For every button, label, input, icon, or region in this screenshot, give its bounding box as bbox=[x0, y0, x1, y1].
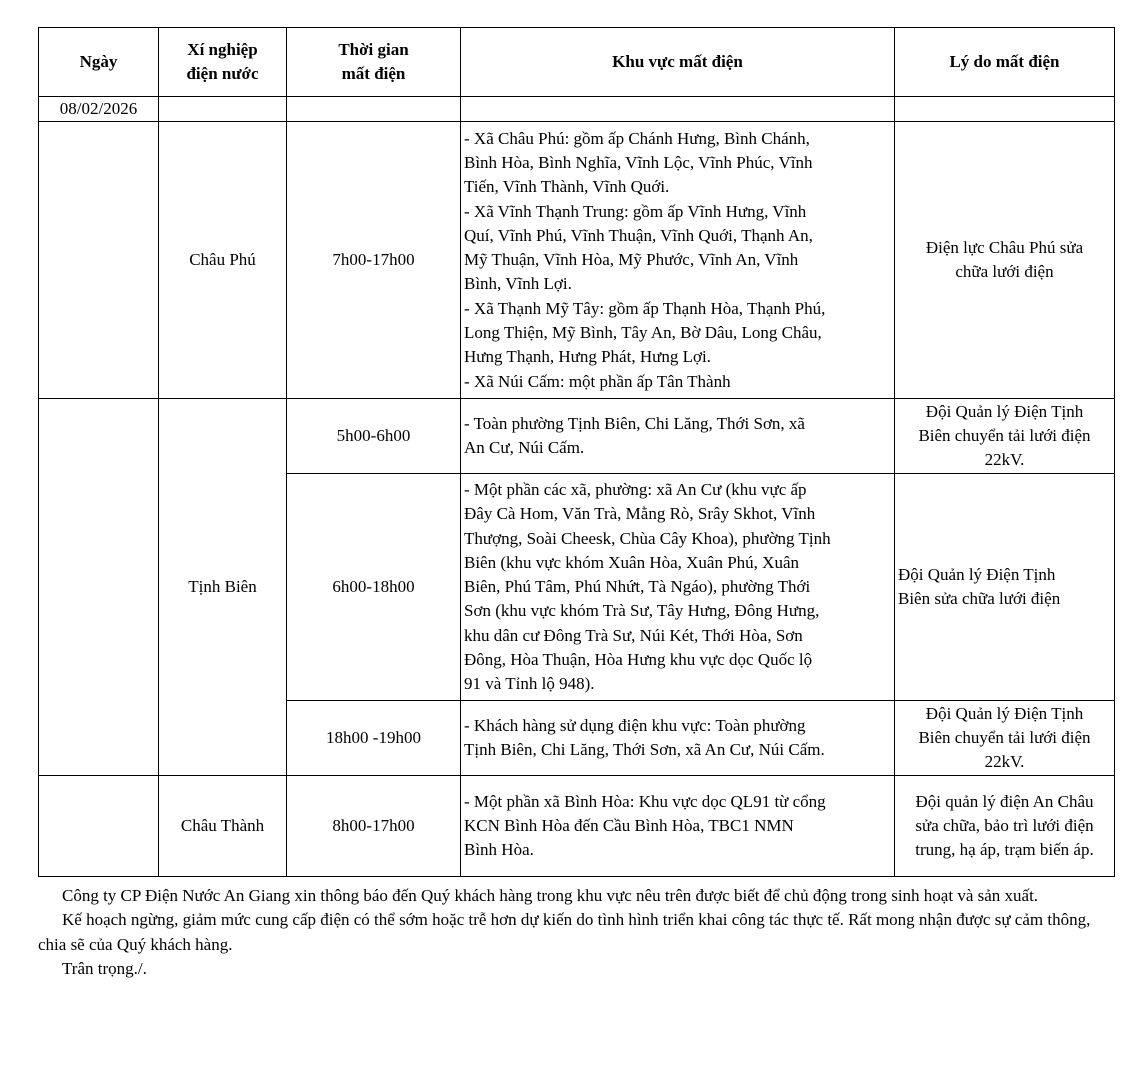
table-row: 18h00 -19h00 - Khách hàng sử dụng điện k… bbox=[39, 700, 1115, 777]
header-unit: Xí nghiệp điện nước bbox=[158, 27, 287, 97]
area-cell: - Một phần xã Bình Hòa: Khu vực dọc QL91… bbox=[460, 775, 895, 878]
empty-cell bbox=[158, 95, 287, 123]
reason-cell: Đội Quản lý Điện Tịnh Biên chuyển tải lư… bbox=[894, 700, 1115, 777]
empty-cell bbox=[38, 775, 159, 878]
time-cell: 8h00-17h00 bbox=[286, 775, 461, 878]
empty-cell bbox=[38, 121, 159, 400]
area-cell: - Khách hàng sử dụng điện khu vực: Toàn … bbox=[460, 700, 895, 777]
time-cell: 7h00-17h00 bbox=[286, 121, 461, 400]
time-cell: 18h00 -19h00 bbox=[286, 700, 461, 777]
area-cell: - Toàn phường Tịnh Biên, Chi Lăng, Thới … bbox=[460, 398, 895, 475]
area-cell: - Một phần các xã, phường: xã An Cư (khu… bbox=[460, 473, 895, 702]
date-cell: 08/02/2026 bbox=[38, 95, 159, 123]
closing: Trân trọng./. bbox=[62, 958, 147, 978]
unit-cell: Châu Phú bbox=[158, 121, 287, 400]
reason-cell: Điện lực Châu Phú sửa chữa lưới điện bbox=[894, 121, 1115, 400]
notice-paragraph: Kế hoạch ngừng, giảm mức cung cấp điện c… bbox=[38, 910, 1091, 954]
header-date: Ngày bbox=[38, 27, 159, 97]
empty-cell bbox=[460, 95, 895, 123]
header-row: Ngày Xí nghiệp điện nước Thời gian mất đ… bbox=[38, 27, 1115, 97]
empty-cell bbox=[286, 95, 461, 123]
table-row: Châu Thành 8h00-17h00 - Một phần xã Bình… bbox=[38, 775, 1115, 878]
reason-cell: Đội quản lý điện An Châu sửa chữa, bảo t… bbox=[894, 775, 1115, 878]
table-row: Tịnh Biên 5h00-6h00 - Toàn phường Tịnh B… bbox=[38, 398, 1115, 777]
reason-cell: Đội Quản lý Điện Tịnh Biên sửa chữa lưới… bbox=[894, 473, 1115, 702]
header-area: Khu vực mất điện bbox=[460, 27, 895, 97]
unit-cell: Châu Thành bbox=[158, 775, 287, 878]
area-cell: - Xã Châu Phú: gồm ấp Chánh Hưng, Bình C… bbox=[460, 121, 895, 400]
empty-cell bbox=[894, 95, 1115, 123]
header-time: Thời gian mất điện bbox=[286, 27, 461, 97]
notice-paragraph: Công ty CP Điện Nước An Giang xin thông … bbox=[62, 886, 1039, 905]
header-reason: Lý do mất điện bbox=[894, 27, 1115, 97]
table-row: Châu Phú 7h00-17h00 - Xã Châu Phú: gồm ấ… bbox=[38, 121, 1115, 400]
time-cell: 5h00-6h00 bbox=[286, 398, 461, 475]
unit-cell: Tịnh Biên bbox=[158, 398, 287, 777]
outage-table: Ngày Xí nghiệp điện nước Thời gian mất đ… bbox=[38, 27, 1115, 878]
notice-text: Công ty CP Điện Nước An Giang xin thông … bbox=[38, 884, 1114, 981]
time-cell: 6h00-18h00 bbox=[286, 473, 461, 702]
empty-cell bbox=[38, 398, 159, 777]
table-row: 6h00-18h00 - Một phần các xã, phường: xã… bbox=[39, 473, 1115, 702]
reason-cell: Đội Quản lý Điện Tịnh Biên chuyển tải lư… bbox=[894, 398, 1115, 475]
date-row: 08/02/2026 bbox=[38, 95, 1115, 123]
